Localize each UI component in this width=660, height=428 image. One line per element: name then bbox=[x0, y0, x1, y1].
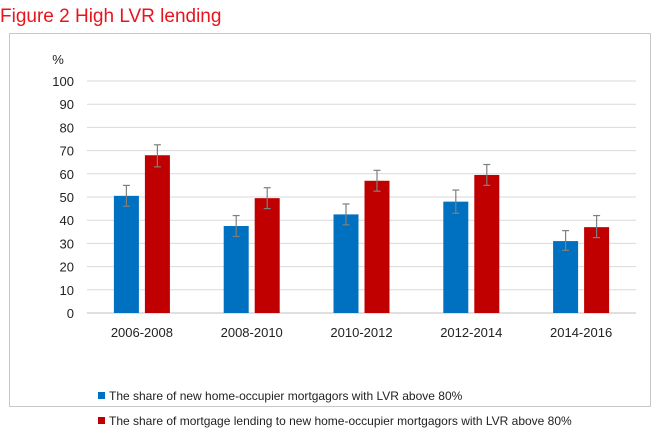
y-tick-label-0: 0 bbox=[67, 306, 74, 321]
y-tick-label-60: 60 bbox=[60, 167, 74, 182]
legend-swatch-series-1 bbox=[98, 392, 105, 399]
bar-chart: 0 10 20 30 40 50 60 70 80 90 100% 2006-2008 2008-201… bbox=[52, 52, 636, 340]
bar-series-1-2010-2012 bbox=[333, 214, 359, 313]
y-tick-label-50: 50 bbox=[60, 190, 74, 205]
bar-series-1-2012-2014 bbox=[443, 201, 469, 313]
x-tick-label-2012-2014: 2012-2014 bbox=[440, 325, 502, 340]
y-tick-label-70: 70 bbox=[60, 144, 74, 159]
legend-label-series-1: The share of new home-occupier mortgagor… bbox=[109, 389, 463, 403]
legend-label-series-2: The share of mortgage lending to new hom… bbox=[109, 414, 572, 428]
y-tick-label-30: 30 bbox=[60, 236, 74, 251]
bar-series-2-2008-2010 bbox=[254, 198, 280, 313]
y-tick-label-90: 90 bbox=[60, 97, 74, 112]
legend-item-series-1: The share of new home-occupier mortgagor… bbox=[98, 389, 462, 403]
x-tick-label-2010-2012: 2010-2012 bbox=[330, 325, 392, 340]
x-tick-label-2006-2008: 2006-2008 bbox=[111, 325, 173, 340]
bar-series-1-2014-2016 bbox=[553, 241, 579, 313]
bar-series-2-2006-2008 bbox=[144, 155, 170, 313]
x-tick-label-2008-2010: 2008-2010 bbox=[221, 325, 283, 340]
bar-series-1-2008-2010 bbox=[223, 226, 249, 313]
y-tick-label-20: 20 bbox=[60, 260, 74, 275]
figure-title: Figure 2 High LVR lending bbox=[0, 6, 222, 27]
bar-series-2-2010-2012 bbox=[364, 180, 390, 313]
y-axis-label: % bbox=[52, 52, 64, 67]
legend-swatch-series-2 bbox=[98, 417, 105, 424]
legend-item-series-2: The share of mortgage lending to new hom… bbox=[98, 414, 572, 428]
y-tick-label-80: 80 bbox=[60, 120, 74, 135]
y-tick-label-10: 10 bbox=[60, 283, 74, 298]
bar-series-2-2012-2014 bbox=[474, 174, 500, 313]
bar-series-2-2014-2016 bbox=[584, 227, 610, 313]
bar-series-1-2006-2008 bbox=[113, 195, 139, 313]
y-tick-label-100: 100 bbox=[52, 74, 74, 89]
x-tick-label-2014-2016: 2014-2016 bbox=[550, 325, 612, 340]
y-tick-label-40: 40 bbox=[60, 213, 74, 228]
chart-frame: 0 10 20 30 40 50 60 70 80 90 100% 2006-2008 2008-201… bbox=[9, 33, 651, 428]
